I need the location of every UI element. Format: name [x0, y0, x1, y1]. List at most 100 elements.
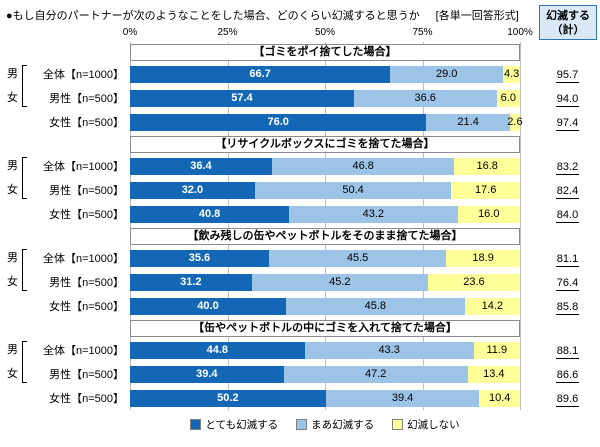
- bar-value: 43.2: [362, 208, 385, 220]
- gender-label-male: 男: [7, 160, 18, 172]
- bar-segment: 47.2: [283, 365, 468, 383]
- chart-row: 男性【n=500】 31.2 45.2 23.6 76.4: [0, 270, 600, 294]
- summary-total-value: 95.7: [555, 69, 580, 83]
- bar-segment: 32.0: [130, 181, 255, 199]
- legend-label: まあ幻滅する: [311, 419, 375, 431]
- row-label: 女性【n=500】: [49, 393, 124, 405]
- bar-segment: 39.4: [130, 365, 284, 383]
- summary-total-value: 81.1: [555, 253, 580, 267]
- bar-segment: 17.6: [451, 181, 520, 199]
- legend-swatch: [190, 419, 202, 430]
- axis-tick-label: 50%: [314, 27, 336, 38]
- bar-value: 45.2: [329, 276, 351, 288]
- chart-title: ●もし自分のパートナーが次のようなことをした場合、どのくらい幻滅すると思うか: [6, 10, 420, 22]
- summary-total-value: 94.0: [555, 93, 580, 107]
- summary-total-value: 88.1: [555, 345, 580, 359]
- bar-segment: 43.2: [289, 205, 458, 223]
- bar-value: 50.2: [217, 392, 239, 404]
- chart-row: 女性【n=500】 40.0 45.8 14.2 85.8: [0, 294, 600, 318]
- row-label: 全体【n=1000】: [42, 253, 124, 265]
- bar-value: 36.4: [190, 160, 212, 172]
- chart-row: 男性【n=500】 39.4 47.2 13.4 86.6: [0, 362, 600, 386]
- summary-total-cell: 83.2: [520, 157, 600, 175]
- bar-value: 23.6: [463, 276, 485, 288]
- axis-tick-label: 25%: [217, 27, 238, 38]
- group-header-row: 【飲み残しの缶やペットボトルをそのまま捨てた場合】: [0, 226, 600, 246]
- summary-total-value: 86.6: [555, 369, 580, 383]
- bar-segment: 45.5: [268, 249, 447, 267]
- stacked-bar: 36.4 46.8 16.8: [130, 157, 520, 175]
- summary-total-cell: 94.0: [520, 89, 600, 107]
- axis-tick-label: 75%: [412, 27, 433, 38]
- chart-row: 全体【n=1000】 44.8 43.3 11.9 88.1: [0, 338, 600, 362]
- gender-label-female: 女: [7, 92, 18, 104]
- bar-value: 11.9: [486, 344, 508, 356]
- axis-tick-label: 100%: [507, 27, 533, 38]
- chart-row: 男性【n=500】 57.4 36.6 6.0 94.0: [0, 86, 600, 110]
- gender-bracket-line: [22, 65, 27, 107]
- group-header-row: 【リサイクルボックスにゴミを捨てた場合】: [0, 134, 600, 154]
- summary-total-cell: 85.8: [520, 297, 600, 315]
- stacked-bar: 39.4 47.2 13.4: [130, 365, 520, 383]
- stacked-bar: 35.6 45.5 18.9: [130, 249, 520, 267]
- row-label: 全体【n=1000】: [42, 69, 124, 81]
- answer-format-note: [各単一回答形式]: [435, 10, 519, 22]
- bar-value: 31.2: [180, 276, 202, 288]
- row-label: 男性【n=500】: [49, 369, 124, 381]
- summary-total-value: 84.0: [555, 209, 580, 223]
- gender-bracket-labels: 男女: [5, 246, 20, 294]
- bar-segment: 2.6: [507, 113, 523, 131]
- bar-value: 76.0: [267, 116, 289, 128]
- bar-segment: 40.0: [130, 297, 286, 315]
- bar-segment: 10.4: [479, 389, 520, 407]
- group-title: 【リサイクルボックスにゴミを捨てた場合】: [130, 135, 520, 153]
- bar-value: 10.4: [488, 392, 511, 404]
- summary-total-value: 83.2: [555, 161, 580, 175]
- gender-label-male: 男: [7, 344, 18, 356]
- bar-value: 16.0: [478, 208, 500, 220]
- chart-row: 女性【n=500】 50.2 39.4 10.4 89.6: [0, 386, 600, 410]
- summary-total-cell: 95.7: [520, 65, 600, 83]
- group-header-row: 【ゴミをポイ捨てした場合】: [0, 42, 600, 62]
- bar-value: 39.4: [391, 392, 414, 404]
- bar-value: 36.6: [414, 92, 436, 104]
- gender-bracket-line: [22, 157, 27, 199]
- bar-segment: 13.4: [467, 365, 520, 383]
- bar-segment: 36.4: [130, 157, 272, 175]
- bar-value: 14.2: [481, 300, 503, 312]
- gender-bracket-labels: 男女: [5, 154, 20, 202]
- bar-value: 17.6: [474, 184, 497, 196]
- stacked-bar: 32.0 50.4 17.6: [130, 181, 520, 199]
- gridline: [520, 42, 521, 410]
- bar-value: 32.0: [181, 184, 204, 196]
- bar-segment: 36.6: [353, 89, 497, 107]
- bar-segment: 29.0: [390, 65, 504, 83]
- chart-body: 【ゴミをポイ捨てした場合】 全体【n=1000】 66.7 29.0 4.3 95.7 男性…: [0, 42, 600, 410]
- legend-label: とても幻滅する: [205, 419, 279, 431]
- bar-segment: 44.8: [130, 341, 305, 359]
- bar-segment: 6.0: [496, 89, 520, 107]
- bar-segment: 39.4: [325, 389, 480, 407]
- summary-total-cell: 97.4: [520, 113, 600, 131]
- bar-segment: 43.3: [304, 341, 474, 359]
- bar-segment: 18.9: [446, 249, 520, 267]
- stacked-bar: 50.2 39.4 10.4: [130, 389, 520, 407]
- summary-total-value: 97.4: [555, 117, 580, 131]
- legend-item: とても幻滅する: [190, 417, 278, 432]
- summary-total-value: 89.6: [555, 393, 580, 407]
- bar-segment: 11.9: [473, 341, 520, 359]
- bar-value: 40.0: [197, 300, 219, 312]
- bar-value: 57.4: [231, 92, 253, 104]
- summary-total-cell: 81.1: [520, 249, 600, 267]
- bar-segment: 40.8: [130, 205, 290, 223]
- summary-total-cell: 76.4: [520, 273, 600, 291]
- bar-segment: 21.4: [426, 113, 510, 131]
- bar-segment: 45.2: [251, 273, 428, 291]
- stacked-bar: 57.4 36.6 6.0: [130, 89, 520, 107]
- gender-label-female: 女: [7, 184, 18, 196]
- bar-value: 44.8: [206, 344, 229, 356]
- gridline: [227, 42, 229, 410]
- bar-value: 4.3: [503, 68, 520, 80]
- summary-total-cell: 82.4: [520, 181, 600, 199]
